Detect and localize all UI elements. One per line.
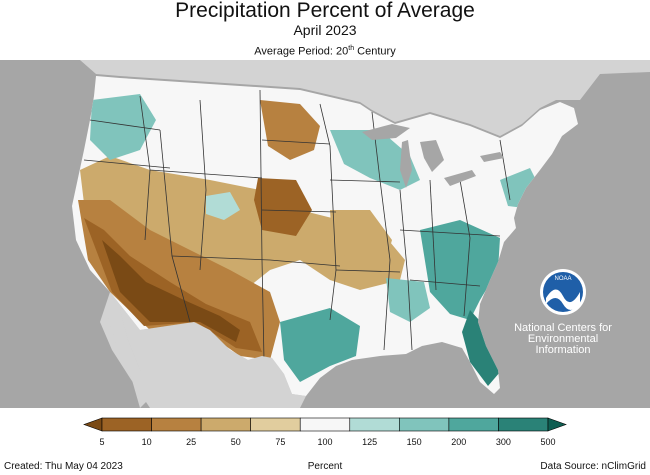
legend-swatch	[349, 417, 400, 432]
lake-erie	[444, 170, 476, 186]
legend-units-label: Percent	[307, 461, 343, 472]
legend-swatch	[448, 417, 499, 432]
legend-tick-label: 500	[540, 437, 556, 447]
legend-bar	[83, 417, 567, 432]
state-line	[429, 179, 437, 291]
map-title: Precipitation Percent of Average	[175, 0, 475, 22]
legend-swatch	[151, 417, 202, 432]
average-period: Average Period: 20th Century	[0, 42, 650, 59]
legend-tick-label: 5	[99, 437, 105, 447]
lake-huron	[420, 140, 444, 172]
canada-land	[0, 60, 650, 136]
noaa-logo: NOAA	[540, 269, 586, 315]
legend-tick-label: 75	[275, 437, 286, 447]
state-line	[171, 255, 271, 261]
state-line	[261, 209, 337, 213]
state-line	[399, 229, 501, 237]
legend-tick-label: 300	[495, 437, 511, 447]
data-source: Data Source: nClimGrid	[540, 461, 646, 472]
wet-southeast	[420, 220, 500, 320]
legend-tick-label: 50	[230, 437, 241, 447]
wet-deep-south	[386, 278, 430, 322]
dry-west-region	[80, 156, 405, 290]
driest-southwest	[102, 240, 240, 342]
ncei-caption: National Centers for Environmental Infor…	[508, 323, 618, 356]
wet-upper-midwest	[330, 130, 420, 190]
dry-dakotas	[260, 100, 320, 160]
state-line	[319, 103, 337, 321]
legend-tick-label: 10	[141, 437, 152, 447]
legend-tick-label: 150	[406, 437, 422, 447]
legend-swatch	[498, 417, 549, 432]
lake-michigan	[400, 140, 412, 188]
legend-arrow-low	[83, 417, 103, 432]
legend-swatch	[200, 417, 251, 432]
legend-tick-label: 100	[317, 437, 333, 447]
state-line	[499, 139, 511, 201]
period-prefix: Average Period: 20	[254, 45, 349, 58]
period-superscript: th	[348, 45, 355, 52]
noaa-logo-text: NOAA	[554, 276, 571, 282]
ncei-caption-line2: Environmental	[527, 333, 599, 345]
state-line	[409, 279, 481, 287]
state-line	[371, 111, 391, 351]
state-line	[199, 99, 207, 271]
legend-tick-label: 200	[451, 437, 467, 447]
wet-colorado-patch	[206, 192, 240, 220]
noaa-logo-wave	[546, 289, 580, 310]
legend-arrow-high	[547, 417, 567, 432]
map-subtitle: April 2023	[293, 22, 357, 38]
state-line	[399, 189, 413, 351]
legend-swatch	[399, 417, 450, 432]
state-boundaries	[83, 89, 511, 361]
legend-swatch	[250, 417, 301, 432]
lake-ontario	[480, 152, 504, 162]
ncei-caption-line3: Information	[535, 344, 591, 356]
wet-pacific-northwest	[90, 94, 156, 160]
color-legend: 5 10 25 50 75 100 125 150 200 300 500	[80, 416, 570, 452]
legend-tick-label: 125	[362, 437, 378, 447]
wet-texas	[280, 308, 360, 382]
map-svg: NOAA	[0, 60, 650, 408]
precipitation-map: NOAA	[0, 60, 650, 408]
legend-swatch	[299, 417, 351, 432]
state-line	[259, 89, 265, 361]
dry-nebraska-core	[254, 178, 312, 236]
ncei-caption-line1: National Centers for	[514, 322, 612, 334]
state-line	[83, 159, 171, 169]
dry-midwest	[330, 210, 392, 268]
state-line	[149, 169, 263, 179]
state-line	[329, 179, 401, 183]
baja-land	[108, 296, 148, 408]
mexico-land	[100, 292, 306, 408]
lake-superior	[362, 124, 410, 140]
state-line	[89, 119, 161, 131]
created-date: Created: Thu May 04 2023	[4, 461, 123, 472]
legend-swatch	[101, 417, 152, 432]
state-line	[261, 139, 331, 145]
legend-tick-label: 25	[186, 437, 197, 447]
period-suffix: Century	[354, 45, 396, 58]
state-line	[269, 259, 341, 267]
wet-florida	[462, 310, 500, 386]
state-line	[459, 179, 471, 317]
